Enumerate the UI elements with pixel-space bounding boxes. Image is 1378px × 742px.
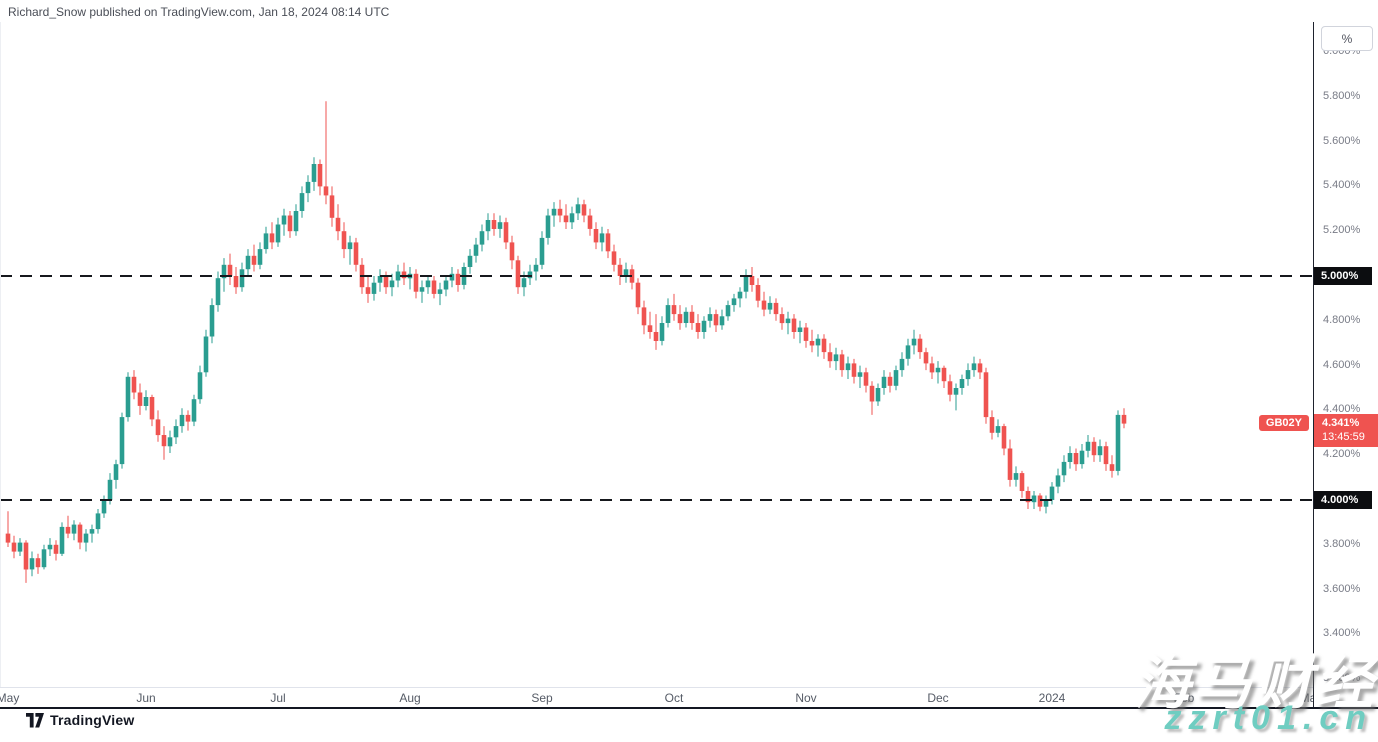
tradingview-logo-icon	[26, 712, 44, 727]
time-axis-tick: May	[0, 691, 20, 705]
last-price-value: 4.341%	[1322, 416, 1360, 429]
time-axis-tick: Aug	[399, 691, 421, 705]
tradingview-logo[interactable]: TradingView	[26, 712, 134, 728]
tradingview-logo-text: TradingView	[50, 712, 135, 728]
price-axis-tick: 4.400%	[1323, 403, 1361, 416]
price-axis-tick: 3.800%	[1323, 537, 1361, 550]
price-axis-tick: 5.200%	[1323, 224, 1361, 237]
plot-left-border	[0, 22, 1, 687]
level-price-label: 4.000%	[1314, 490, 1372, 509]
time-axis-tick: Jun	[136, 691, 156, 705]
price-axis-tick: 3.200%	[1323, 672, 1361, 685]
byline: Richard_Snow published on TradingView.co…	[8, 5, 390, 19]
time-axis[interactable]: May Jun Jul Aug Sep Oct Nov Dec 2024 Feb Mar	[0, 688, 1313, 707]
price-axis-tick: 3.600%	[1323, 582, 1361, 595]
time-axis-tick: Dec	[927, 691, 949, 705]
time-axis-tick: Nov	[795, 691, 817, 705]
time-axis-separator	[0, 687, 1378, 688]
price-axis-tick: 4.600%	[1323, 358, 1361, 371]
time-axis-tick: Oct	[664, 691, 684, 705]
price-axis-tick: 4.800%	[1323, 313, 1361, 326]
price-axis-tick: 5.600%	[1323, 134, 1361, 147]
price-axis-tick: 3.400%	[1323, 627, 1361, 640]
watermark-chinese-text: 海马财经	[1131, 651, 1376, 716]
price-axis-tick: 5.400%	[1323, 179, 1361, 192]
last-price-label: 4.341% 13:45:59	[1314, 413, 1378, 447]
price-axis-tick: 4.200%	[1323, 448, 1361, 461]
time-axis-tick: Mar	[1299, 691, 1313, 705]
time-axis-tick: Feb	[1173, 691, 1195, 705]
time-axis-tick: Jul	[270, 691, 286, 705]
symbol-badge: GB02Y	[1258, 415, 1309, 432]
price-axis[interactable]: 6.000%5.800%5.600%5.400%5.200%5.000%4.80…	[1313, 22, 1378, 708]
time-axis-tick: Sep	[531, 691, 553, 705]
level-price-label: 5.000%	[1314, 266, 1372, 285]
unit-percent-button[interactable]: %	[1321, 26, 1373, 51]
chart-bottom-border	[0, 707, 1378, 709]
price-axis-tick: 5.800%	[1323, 89, 1361, 102]
watermark-url-text: zzrt01.cn	[1164, 699, 1373, 737]
time-axis-tick: 2024	[1038, 691, 1066, 705]
bar-countdown: 13:45:59	[1322, 430, 1365, 443]
